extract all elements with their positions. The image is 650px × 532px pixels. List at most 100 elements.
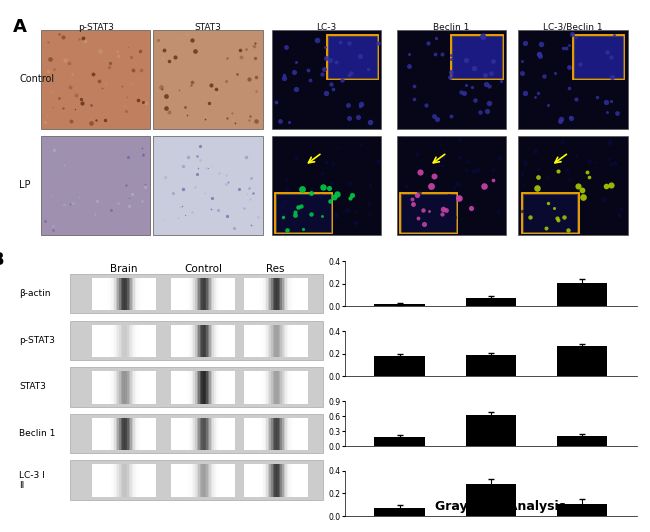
Bar — [122, 464, 124, 497]
Bar — [294, 325, 296, 357]
Bar — [185, 464, 187, 497]
Bar — [98, 325, 100, 357]
Bar — [557, 504, 607, 516]
Bar — [138, 325, 140, 357]
Bar — [281, 278, 282, 310]
Bar — [287, 464, 289, 497]
Bar — [250, 278, 252, 310]
Bar — [271, 418, 273, 450]
Bar — [211, 278, 213, 310]
Bar — [129, 464, 131, 497]
Bar — [96, 325, 98, 357]
Bar — [266, 464, 268, 497]
Bar — [176, 418, 178, 450]
Bar — [141, 278, 143, 310]
Bar — [231, 371, 233, 404]
Bar — [100, 464, 102, 497]
Bar — [274, 278, 276, 310]
Bar — [124, 278, 125, 310]
Bar — [452, 37, 502, 78]
Bar — [111, 418, 113, 450]
Bar — [222, 325, 224, 357]
Bar — [152, 325, 154, 357]
Bar — [118, 418, 120, 450]
Bar — [263, 325, 265, 357]
Bar — [301, 418, 303, 450]
Bar — [289, 464, 291, 497]
Bar — [233, 464, 235, 497]
Bar — [108, 325, 110, 357]
Bar — [194, 278, 196, 310]
Bar — [289, 418, 291, 450]
Bar — [185, 278, 187, 310]
Bar — [107, 464, 109, 497]
Bar — [98, 418, 100, 450]
Text: B: B — [0, 251, 5, 269]
Bar — [271, 464, 273, 497]
Bar — [216, 278, 218, 310]
Bar — [190, 464, 192, 497]
Bar — [192, 418, 194, 450]
Bar — [279, 464, 281, 497]
Bar — [225, 278, 227, 310]
Bar — [265, 464, 266, 497]
Bar — [523, 194, 577, 232]
Bar — [96, 418, 98, 450]
Bar — [146, 325, 148, 357]
Text: STAT3: STAT3 — [194, 23, 222, 32]
Bar — [195, 325, 197, 357]
Bar — [98, 278, 100, 310]
Bar — [231, 278, 233, 310]
Bar — [181, 464, 183, 497]
Bar — [97, 278, 99, 310]
Bar — [227, 371, 229, 404]
Bar — [100, 371, 102, 404]
Bar — [254, 325, 255, 357]
Bar — [522, 194, 578, 233]
Bar — [119, 278, 121, 310]
Bar — [143, 325, 145, 357]
Bar — [176, 325, 178, 357]
Bar — [154, 464, 156, 497]
Bar — [140, 325, 142, 357]
Bar — [265, 278, 266, 310]
Bar — [185, 371, 187, 404]
Bar — [281, 325, 282, 357]
Bar — [200, 371, 201, 404]
Bar — [114, 325, 116, 357]
Bar — [466, 355, 516, 376]
Bar — [285, 325, 287, 357]
Bar — [269, 325, 271, 357]
Bar — [228, 278, 230, 310]
Bar — [224, 418, 226, 450]
Bar — [266, 325, 268, 357]
Bar — [138, 464, 140, 497]
Bar — [132, 371, 134, 404]
Bar — [125, 371, 127, 404]
Bar — [174, 371, 176, 404]
Text: Res: Res — [266, 264, 285, 274]
Bar — [269, 464, 271, 497]
Bar — [187, 371, 189, 404]
Bar — [257, 371, 259, 404]
Bar — [230, 371, 232, 404]
Bar — [151, 418, 153, 450]
Bar — [195, 278, 197, 310]
Bar — [282, 464, 284, 497]
Bar — [247, 464, 249, 497]
Bar — [266, 278, 268, 310]
Bar — [129, 371, 131, 404]
Bar — [257, 464, 259, 497]
Bar — [211, 371, 213, 404]
Bar — [143, 464, 145, 497]
Bar — [205, 418, 207, 450]
Bar — [298, 418, 300, 450]
Bar — [298, 464, 300, 497]
Bar — [306, 371, 307, 404]
Bar — [257, 418, 259, 450]
Bar — [112, 371, 114, 404]
Bar — [96, 464, 98, 497]
Bar — [103, 418, 105, 450]
Bar — [96, 371, 98, 404]
Bar — [176, 371, 178, 404]
